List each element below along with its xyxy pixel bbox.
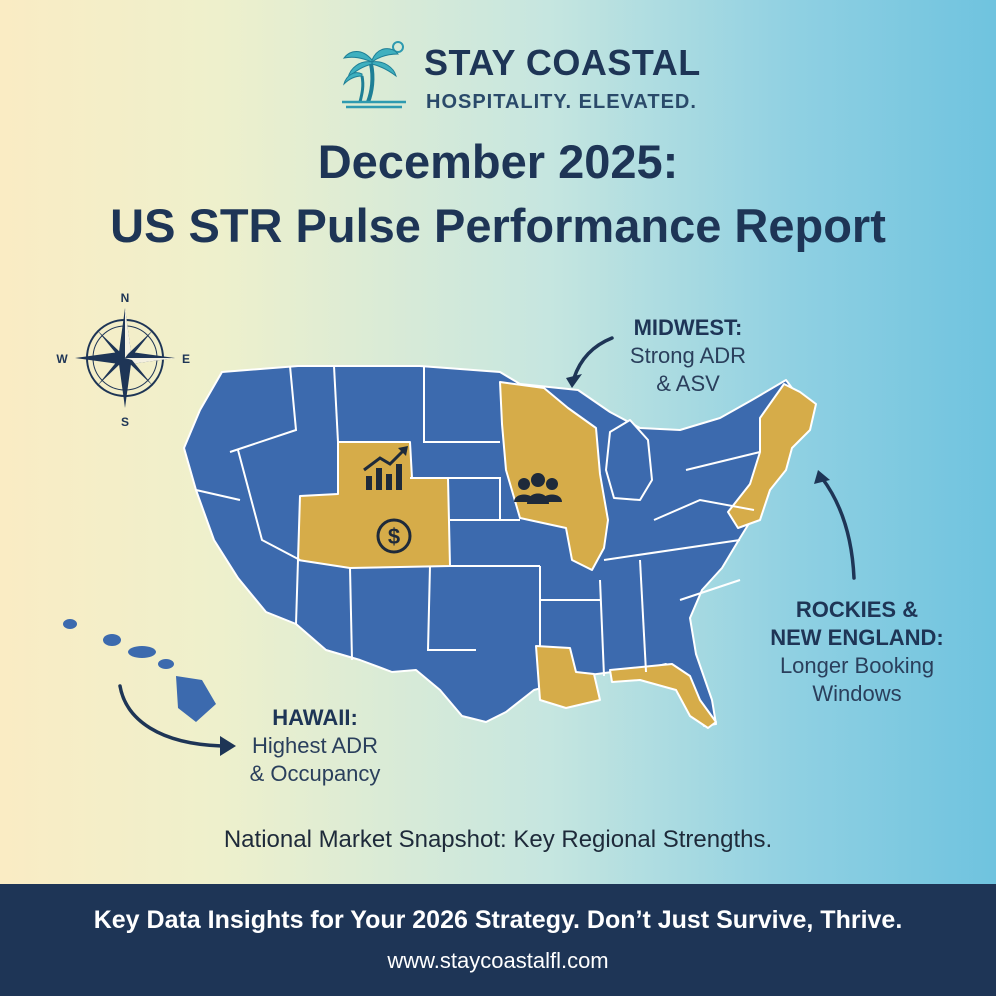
midwest-callout-line-2: & ASV	[656, 371, 720, 396]
rockies-region	[297, 441, 451, 569]
rockies-callout-line-1: Longer Booking	[779, 653, 935, 678]
map-caption: National Market Snapshot: Key Regional S…	[223, 826, 773, 853]
midwest-callout-head: MIDWEST:	[633, 315, 743, 340]
rockies-callout-line-2: Windows	[812, 681, 902, 706]
rockies-arrow	[820, 476, 856, 580]
compass-east-label: E	[182, 352, 190, 366]
hawaii-callout-head: HAWAII:	[272, 705, 358, 730]
midwest-callout: MIDWEST: Strong ADR & ASV	[618, 314, 758, 398]
brand-logo: STAY COASTAL HOSPITALITY. ELEVATED.	[338, 38, 700, 118]
michigan-region	[605, 419, 653, 501]
midwest-region	[499, 381, 609, 571]
hawaii-callout-line-2: & Occupancy	[249, 761, 381, 786]
midwest-arrow	[572, 336, 614, 380]
rockies-callout-head-2: NEW ENGLAND:	[770, 625, 944, 650]
louisiana-region	[535, 645, 601, 709]
compass-west-label: W	[56, 352, 68, 366]
dollar-coin-icon: $	[376, 518, 412, 554]
people-group-icon	[514, 473, 562, 504]
brand-name: STAY COASTAL	[424, 42, 701, 83]
florida-region	[609, 663, 717, 729]
hawaii-callout: HAWAII: Highest ADR & Occupancy	[220, 704, 410, 788]
report-title-line-1: December 2025:	[317, 135, 679, 188]
footer-banner: Key Data Insights for Your 2026 Strategy…	[0, 884, 996, 996]
callout-arrows	[118, 336, 856, 748]
hawaii-callout-line-1: Highest ADR	[252, 733, 378, 758]
svg-text:$: $	[388, 524, 400, 549]
rockies-callout-head-1: ROCKIES &	[795, 597, 919, 622]
footer-tagline: Key Data Insights for Your 2026 Strategy…	[93, 906, 903, 934]
us-map: $	[63, 336, 856, 756]
rockies-new-england-callout: ROCKIES & NEW ENGLAND: Longer Booking Wi…	[752, 596, 962, 708]
compass-south-label: S	[121, 415, 129, 429]
midwest-callout-line-1: Strong ADR	[629, 343, 747, 368]
hawaii-islands	[63, 619, 216, 722]
website-link[interactable]: www.staycoastalfl.com	[387, 948, 609, 973]
palm-tree-sun-icon	[342, 41, 406, 109]
arrow-heads	[220, 374, 830, 756]
compass-rose-icon: N S E W	[56, 291, 190, 429]
hawaii-arrow	[118, 684, 224, 748]
compass-north-label: N	[121, 291, 130, 305]
new-england-region	[727, 383, 817, 529]
state-borders	[195, 365, 761, 677]
brand-tagline: HOSPITALITY. ELEVATED.	[426, 91, 697, 113]
growth-chart-icon	[363, 446, 408, 490]
report-title-line-2: US STR Pulse Performance Report	[110, 199, 886, 252]
